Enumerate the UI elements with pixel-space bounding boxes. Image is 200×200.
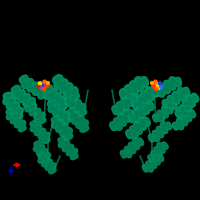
Circle shape	[155, 88, 157, 90]
Circle shape	[37, 86, 40, 88]
Circle shape	[43, 88, 45, 90]
Circle shape	[154, 82, 160, 88]
Circle shape	[151, 82, 153, 84]
Circle shape	[160, 86, 163, 88]
Circle shape	[45, 84, 48, 88]
Circle shape	[38, 82, 42, 85]
Circle shape	[152, 84, 155, 88]
Circle shape	[47, 82, 49, 84]
Circle shape	[158, 82, 162, 85]
Circle shape	[40, 87, 42, 89]
Circle shape	[154, 80, 157, 83]
Circle shape	[158, 87, 160, 89]
Circle shape	[43, 80, 46, 83]
Circle shape	[40, 82, 46, 88]
